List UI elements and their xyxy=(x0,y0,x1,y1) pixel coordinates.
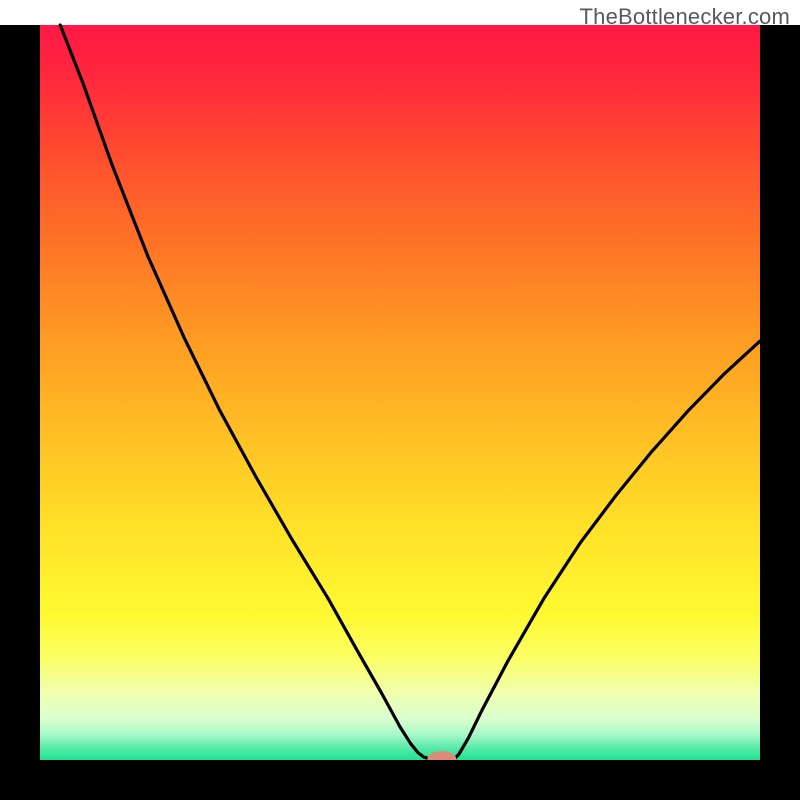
bottleneck-chart: TheBottlenecker.com xyxy=(0,0,800,800)
chart-svg xyxy=(0,0,800,800)
watermark-text: TheBottlenecker.com xyxy=(580,4,790,30)
